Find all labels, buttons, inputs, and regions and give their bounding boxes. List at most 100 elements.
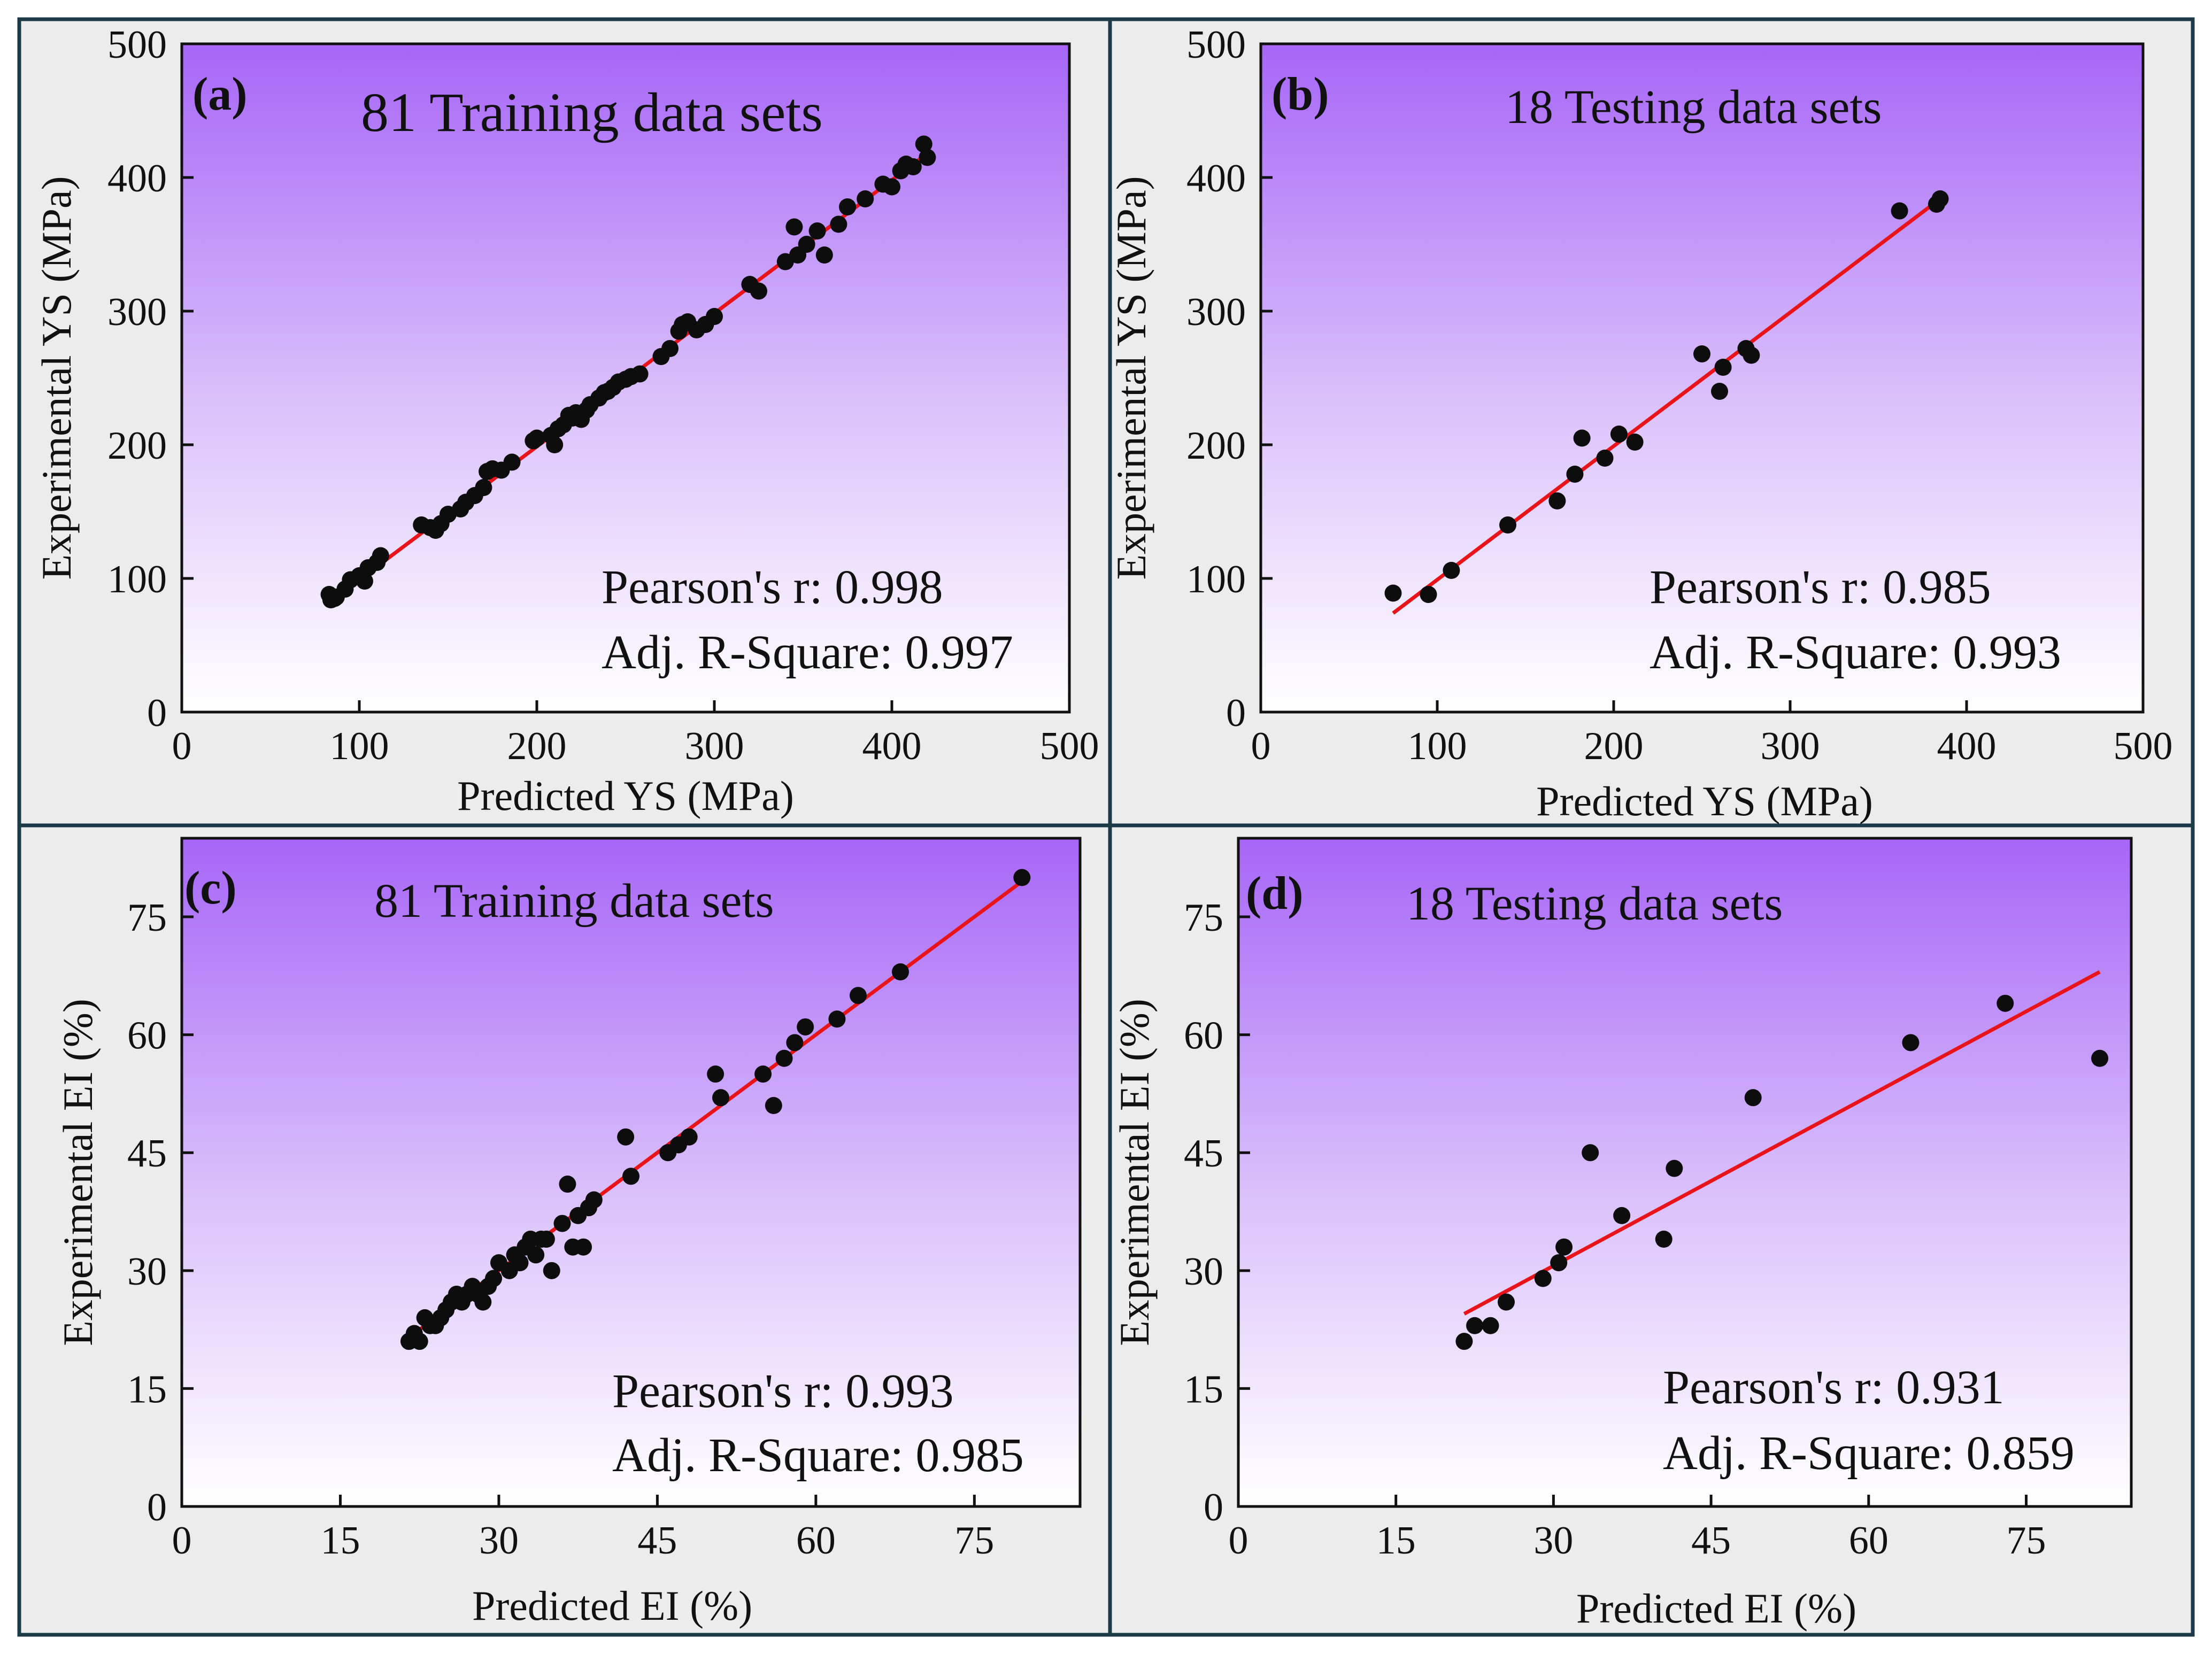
data-point-b: [1693, 345, 1710, 362]
data-point-c: [575, 1238, 592, 1256]
y-tick-label-a: 100: [107, 558, 167, 601]
x-tick-label-b: 100: [1408, 724, 1467, 768]
y-tick-label-c: 30: [127, 1250, 167, 1294]
y-tick-label-b: 100: [1186, 558, 1246, 601]
x-tick-label-a: 400: [862, 724, 922, 768]
y-tick-label-b: 200: [1186, 424, 1246, 468]
data-point-a: [798, 236, 815, 253]
data-point-b: [1891, 202, 1908, 220]
data-point-d: [1997, 994, 2014, 1012]
data-point-c: [754, 1065, 772, 1083]
axes-c: 0 15 30 45 60 75 0 15 30 45 60 75: [127, 896, 994, 1563]
data-point-b: [1548, 492, 1566, 509]
data-point-c: [786, 1034, 804, 1052]
data-point-d: [1613, 1207, 1631, 1224]
data-point-c: [559, 1176, 576, 1193]
points-d: [1455, 994, 2109, 1350]
y-tick-label-a: 500: [107, 23, 167, 67]
x-tick-label-a: 0: [172, 724, 192, 768]
data-point-b: [1610, 426, 1628, 443]
y-tick-label-c: 75: [127, 896, 167, 940]
x-tick-label-b: 400: [1937, 724, 1997, 768]
data-point-d: [1902, 1034, 1920, 1052]
plot-frame-d: [1237, 837, 2133, 1508]
x-tick-label-d: 60: [1849, 1519, 1889, 1563]
x-tick-label-d: 30: [1533, 1519, 1573, 1563]
stat-pearson-b: Pearson's r: 0.985: [1650, 561, 1991, 614]
y-tick-label-d: 30: [1184, 1250, 1223, 1294]
ylabel-d: Experimental EI (%): [1111, 999, 1158, 1346]
points-c: [400, 869, 1031, 1350]
y-tick-label-c: 60: [127, 1014, 167, 1058]
data-point-b: [1711, 383, 1728, 400]
axes-b: 0 100 200 300 400 500 0 100 200 300 400 500: [1186, 23, 2173, 768]
data-point-a: [750, 282, 767, 300]
data-point-a: [706, 308, 723, 325]
data-point-c: [775, 1049, 793, 1067]
points-a: [320, 135, 936, 608]
stat-pearson-a: Pearson's r: 0.998: [602, 561, 943, 614]
fit-line-b: [1392, 197, 1941, 615]
x-tick-label-a: 500: [1040, 724, 1099, 768]
data-point-d: [1655, 1231, 1673, 1248]
data-point-b: [1384, 584, 1402, 602]
data-point-a: [546, 436, 564, 453]
data-point-b: [1420, 586, 1437, 603]
x-tick-label-d: 0: [1229, 1519, 1248, 1563]
data-point-b: [1931, 190, 1949, 207]
data-point-a: [356, 573, 373, 590]
data-point-a: [475, 479, 492, 496]
data-point-b: [1573, 429, 1591, 447]
data-point-d: [1498, 1293, 1515, 1311]
points-b: [1384, 190, 1949, 603]
data-point-c: [680, 1128, 698, 1146]
y-tick-label-a: 300: [107, 290, 167, 334]
stat-adjr2-d: Adj. R-Square: 0.859: [1663, 1427, 2075, 1480]
stat-adjr2-a: Adj. R-Square: 0.997: [602, 626, 1013, 679]
data-point-c: [622, 1168, 639, 1185]
axes-a: 0 100 200 300 400 500 0 100 200 300 400 500: [107, 23, 1099, 768]
axes-d: 0 15 30 45 60 75 0 15 30 45 60 75: [1184, 896, 2046, 1563]
data-point-a: [808, 222, 826, 239]
subtitle-a: 81 Training data sets: [361, 82, 823, 143]
subtitle-d: 18 Testing data sets: [1406, 877, 1783, 930]
y-tick-label-d: 60: [1184, 1014, 1223, 1058]
x-tick-label-c: 60: [796, 1519, 836, 1563]
data-point-a: [372, 547, 389, 565]
y-tick-label-b: 0: [1226, 691, 1246, 735]
data-point-b: [1566, 466, 1584, 483]
panel-a: 0 100 200 300 400 500 0 100 200 300 400 500 (a) 81 …: [33, 23, 1099, 819]
data-point-c: [527, 1246, 545, 1264]
panel-label-c: (c): [184, 862, 237, 914]
data-point-a: [883, 178, 900, 196]
x-tick-label-a: 200: [507, 724, 567, 768]
x-tick-label-c: 75: [954, 1519, 994, 1563]
ylabel-a: Experimental YS (MPa): [33, 176, 80, 579]
data-point-d: [1744, 1089, 1762, 1107]
data-point-c: [797, 1018, 814, 1035]
data-point-a: [830, 215, 847, 233]
data-point-c: [553, 1215, 571, 1232]
data-point-a: [661, 340, 679, 357]
data-point-b: [1499, 516, 1516, 534]
data-point-d: [1555, 1238, 1573, 1256]
panel-label-b: (b): [1271, 68, 1329, 120]
data-point-a: [785, 218, 803, 236]
x-tick-label-d: 75: [2007, 1519, 2046, 1563]
stat-adjr2-c: Adj. R-Square: 0.985: [612, 1429, 1024, 1482]
data-point-b: [1714, 359, 1732, 376]
data-point-b: [1596, 450, 1614, 467]
panel-c: 0 15 30 45 60 75 0 15 30 45 60 75 (c) 81 Training d…: [55, 837, 1082, 1629]
data-point-a: [528, 429, 545, 447]
data-point-d: [1582, 1144, 1599, 1162]
data-point-b: [1443, 562, 1460, 579]
x-tick-label-b: 200: [1584, 724, 1644, 768]
data-point-c: [892, 963, 909, 980]
data-point-d: [1666, 1160, 1683, 1177]
data-point-a: [631, 365, 649, 383]
y-tick-label-b: 500: [1186, 23, 1246, 67]
data-point-d: [1466, 1317, 1484, 1334]
xlabel-c: Predicted EI (%): [472, 1582, 752, 1629]
data-point-b: [1743, 346, 1760, 364]
